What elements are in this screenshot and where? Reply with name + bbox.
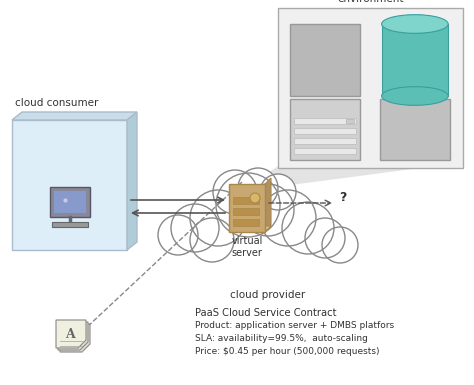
Circle shape (216, 173, 280, 237)
Bar (290, 24, 360, 96)
Text: ?: ? (339, 191, 346, 204)
Polygon shape (265, 178, 271, 232)
Circle shape (158, 215, 198, 255)
Text: virtual
server: virtual server (231, 236, 263, 258)
Bar (294, 148, 356, 154)
Text: cloud provider: cloud provider (230, 290, 306, 300)
Bar (278, 8, 463, 168)
Text: Product: application server + DMBS platfors: Product: application server + DMBS platf… (195, 321, 394, 330)
Circle shape (305, 218, 345, 258)
Bar (12, 120, 127, 250)
Bar (54, 191, 86, 213)
Bar (233, 197, 259, 204)
Ellipse shape (382, 15, 448, 33)
Bar (294, 118, 356, 124)
Circle shape (190, 190, 246, 246)
Circle shape (190, 218, 234, 262)
Circle shape (282, 202, 334, 254)
Polygon shape (127, 112, 137, 250)
Bar (229, 184, 265, 232)
Text: cloud consumer: cloud consumer (15, 98, 99, 108)
Bar (52, 222, 88, 227)
Ellipse shape (382, 87, 448, 105)
Polygon shape (241, 163, 458, 190)
Ellipse shape (165, 223, 345, 267)
Polygon shape (12, 112, 137, 120)
Bar (290, 99, 360, 160)
Bar (380, 99, 450, 160)
Bar (346, 119, 354, 123)
Polygon shape (60, 324, 90, 352)
Text: SLA: availability=99.5%,  auto-scaling: SLA: availability=99.5%, auto-scaling (195, 334, 368, 343)
Polygon shape (56, 320, 86, 348)
Circle shape (238, 168, 278, 208)
Circle shape (322, 227, 358, 263)
Circle shape (260, 190, 316, 246)
Bar (233, 208, 259, 215)
Bar (382, 24, 448, 96)
Circle shape (242, 184, 294, 236)
Polygon shape (229, 226, 271, 232)
Bar (233, 219, 259, 226)
Bar (50, 187, 90, 217)
Circle shape (171, 204, 219, 252)
Bar (294, 138, 356, 144)
Text: A: A (65, 328, 75, 340)
Circle shape (213, 170, 257, 214)
Polygon shape (58, 322, 88, 350)
Bar (294, 128, 356, 134)
Text: PaaS Cloud Service Contract: PaaS Cloud Service Contract (195, 308, 337, 318)
Circle shape (250, 193, 260, 203)
Text: ready-made
environment: ready-made environment (337, 0, 404, 4)
Circle shape (260, 174, 296, 210)
Text: Price: $0.45 per hour (500,000 requests): Price: $0.45 per hour (500,000 requests) (195, 347, 380, 356)
